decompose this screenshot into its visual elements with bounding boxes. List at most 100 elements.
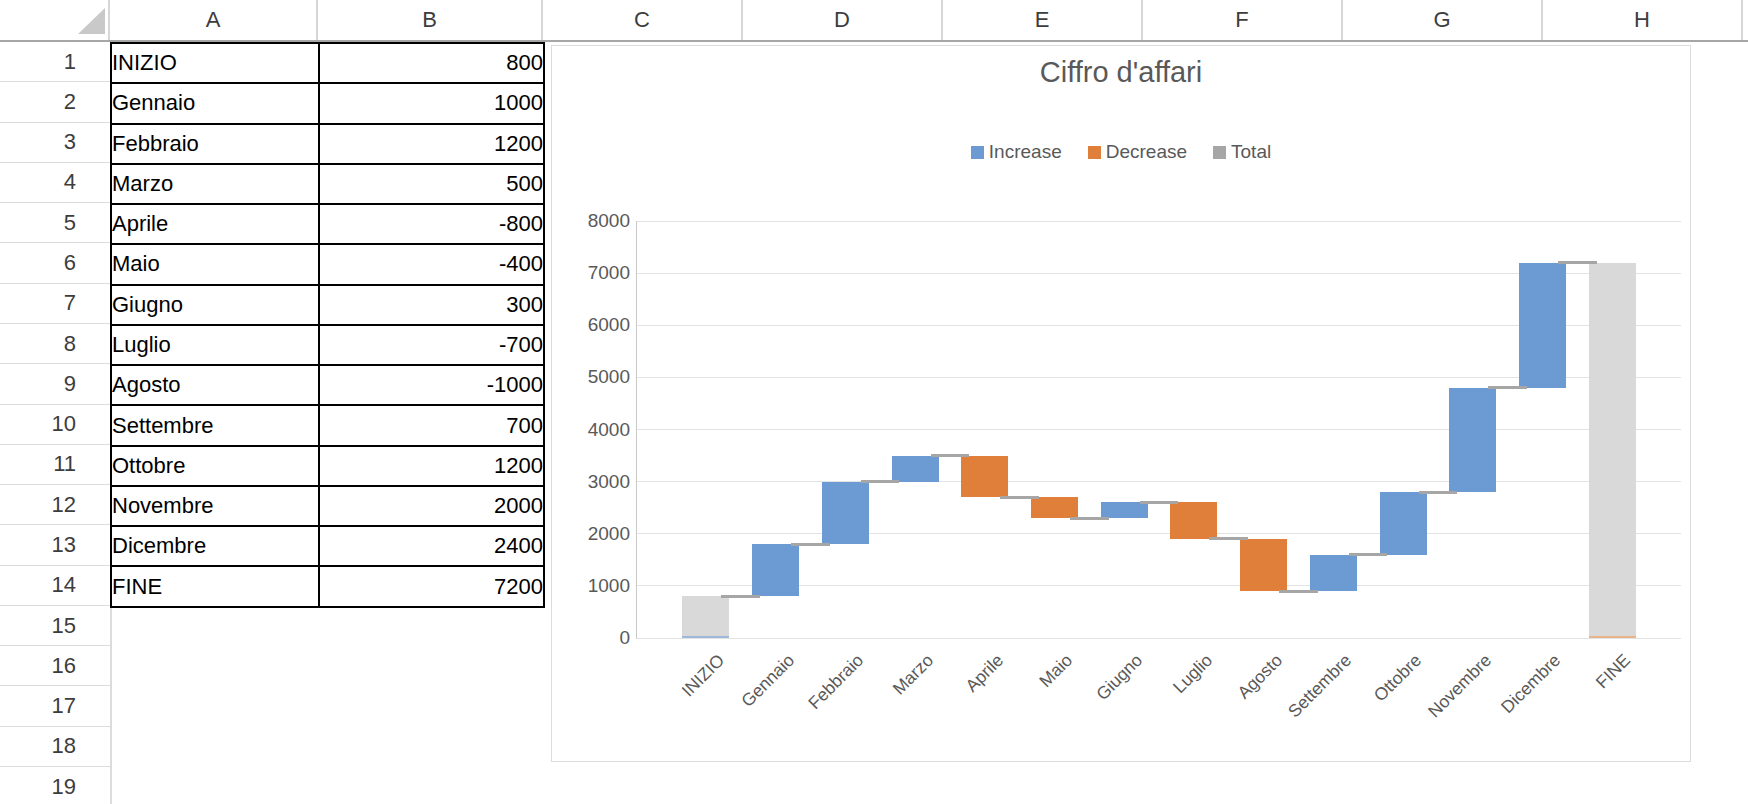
cell-value[interactable]: 7200	[319, 566, 544, 606]
cell-label[interactable]: Marzo	[111, 164, 319, 204]
y-axis-label: 6000	[560, 314, 630, 336]
waterfall-bar-settembre[interactable]	[1310, 555, 1357, 591]
chart-title: Ciffro d'affari	[552, 56, 1690, 89]
table-row: Aprile-800	[111, 204, 544, 244]
connector-line	[721, 595, 760, 598]
waterfall-bar-marzo[interactable]	[892, 456, 939, 482]
table-row: FINE7200	[111, 566, 544, 606]
cell-label[interactable]: Maio	[111, 244, 319, 284]
row-header-17[interactable]: 17	[0, 686, 110, 726]
row-header-2[interactable]: 2	[0, 82, 110, 122]
row-header-14[interactable]: 14	[0, 566, 110, 606]
table-row: Luglio-700	[111, 325, 544, 365]
y-axis-label: 3000	[560, 471, 630, 493]
row-header-15[interactable]: 15	[0, 606, 110, 646]
row-header-4[interactable]: 4	[0, 163, 110, 203]
legend-label: Increase	[989, 141, 1062, 163]
waterfall-bar-dicembre[interactable]	[1519, 263, 1566, 388]
cell-label[interactable]: Settembre	[111, 405, 319, 445]
cell-value[interactable]: 800	[319, 43, 544, 83]
row-header-8[interactable]: 8	[0, 324, 110, 364]
waterfall-bar-agosto[interactable]	[1240, 539, 1287, 591]
row-header-10[interactable]: 10	[0, 405, 110, 445]
row-header-9[interactable]: 9	[0, 364, 110, 404]
waterfall-chart[interactable]: Ciffro d'affari IncreaseDecreaseTotal IN…	[551, 45, 1691, 762]
row-header-19[interactable]: 19	[0, 767, 110, 804]
cell-value[interactable]: 700	[319, 405, 544, 445]
waterfall-bar-febbraio[interactable]	[822, 482, 869, 545]
x-axis-label: FINE	[1592, 650, 1635, 693]
cell-value[interactable]: 1200	[319, 124, 544, 164]
cell-value[interactable]: 2400	[319, 526, 544, 566]
x-axis-label: Agosto	[1233, 650, 1286, 703]
y-axis-line	[636, 221, 637, 639]
connector-line	[1488, 386, 1527, 389]
row-header-6[interactable]: 6	[0, 243, 110, 283]
table-row: Giugno300	[111, 285, 544, 325]
column-header-row: ABCDEFGH	[0, 0, 1748, 42]
cell-value[interactable]: -800	[319, 204, 544, 244]
cell-value[interactable]: 1000	[319, 83, 544, 123]
column-header-A[interactable]: A	[110, 0, 318, 40]
table-row: Febbraio1200	[111, 124, 544, 164]
waterfall-bar-aprile[interactable]	[961, 456, 1008, 498]
row-header-1[interactable]: 1	[0, 42, 110, 82]
legend-item-total[interactable]: Total	[1213, 141, 1271, 163]
cell-label[interactable]: Aprile	[111, 204, 319, 244]
table-row: Ottobre1200	[111, 446, 544, 486]
column-header-C[interactable]: C	[543, 0, 743, 40]
gridline	[637, 429, 1681, 430]
cell-label[interactable]: Agosto	[111, 365, 319, 405]
cell-label[interactable]: Novembre	[111, 486, 319, 526]
total-bar-base-edge	[1589, 636, 1636, 638]
legend-swatch-icon	[1088, 146, 1101, 159]
cell-value[interactable]: 300	[319, 285, 544, 325]
cell-value[interactable]: -400	[319, 244, 544, 284]
cell-label[interactable]: INIZIO	[111, 43, 319, 83]
total-bar-base-edge	[682, 636, 729, 638]
cell-value[interactable]: -1000	[319, 365, 544, 405]
x-axis-label: Aprile	[961, 650, 1007, 696]
row-header-11[interactable]: 11	[0, 445, 110, 485]
waterfall-bar-gennaio[interactable]	[752, 544, 799, 596]
row-header-18[interactable]: 18	[0, 727, 110, 767]
waterfall-bar-fine[interactable]	[1589, 263, 1636, 638]
x-axis-label: Marzo	[889, 650, 938, 699]
cell-value[interactable]: 2000	[319, 486, 544, 526]
waterfall-bar-inizio[interactable]	[682, 596, 729, 638]
cell-label[interactable]: Gennaio	[111, 83, 319, 123]
cell-label[interactable]: Febbraio	[111, 124, 319, 164]
table-row: Novembre2000	[111, 486, 544, 526]
cell-value[interactable]: -700	[319, 325, 544, 365]
column-header-D[interactable]: D	[743, 0, 943, 40]
row-header-5[interactable]: 5	[0, 203, 110, 243]
waterfall-bar-novembre[interactable]	[1449, 388, 1496, 492]
column-header-F[interactable]: F	[1143, 0, 1343, 40]
cell-label[interactable]: FINE	[111, 566, 319, 606]
data-table-body: INIZIO800Gennaio1000Febbraio1200Marzo500…	[111, 43, 544, 607]
cell-value[interactable]: 1200	[319, 446, 544, 486]
column-header-H[interactable]: H	[1543, 0, 1743, 40]
connector-line	[1140, 501, 1179, 504]
cell-label[interactable]: Giugno	[111, 285, 319, 325]
cell-label[interactable]: Ottobre	[111, 446, 319, 486]
select-all-triangle-icon	[78, 8, 105, 34]
legend-item-increase[interactable]: Increase	[971, 141, 1062, 163]
row-header-16[interactable]: 16	[0, 646, 110, 686]
cell-value[interactable]: 500	[319, 164, 544, 204]
select-all-corner[interactable]	[0, 0, 110, 40]
column-header-G[interactable]: G	[1343, 0, 1543, 40]
row-header-7[interactable]: 7	[0, 284, 110, 324]
waterfall-bar-ottobre[interactable]	[1380, 492, 1427, 555]
row-header-13[interactable]: 13	[0, 525, 110, 565]
column-header-B[interactable]: B	[318, 0, 543, 40]
column-header-E[interactable]: E	[943, 0, 1143, 40]
row-header-12[interactable]: 12	[0, 485, 110, 525]
row-header-3[interactable]: 3	[0, 123, 110, 163]
legend-item-decrease[interactable]: Decrease	[1088, 141, 1187, 163]
cell-label[interactable]: Luglio	[111, 325, 319, 365]
cell-label[interactable]: Dicembre	[111, 526, 319, 566]
waterfall-bar-luglio[interactable]	[1170, 502, 1217, 538]
x-axis-label: Luglio	[1169, 650, 1217, 698]
waterfall-bar-maio[interactable]	[1031, 497, 1078, 518]
